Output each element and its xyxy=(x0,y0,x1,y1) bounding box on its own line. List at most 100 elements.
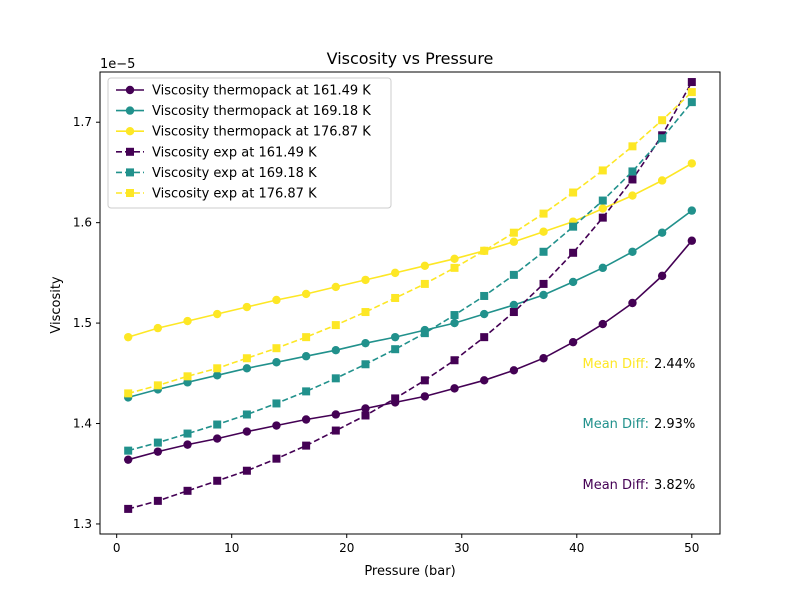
data-point-square xyxy=(509,308,518,317)
data-point-square xyxy=(153,438,162,447)
y-offset-label: 1e−5 xyxy=(100,57,135,72)
data-point-square xyxy=(687,88,696,97)
data-point-circle xyxy=(539,290,548,300)
data-point-square xyxy=(420,329,429,338)
data-point-square xyxy=(272,454,281,463)
legend-label: Viscosity exp at 169.18 K xyxy=(152,166,317,181)
data-point-circle xyxy=(183,316,192,326)
data-point-circle xyxy=(301,415,311,424)
chart-title: Viscosity vs Pressure xyxy=(327,49,494,68)
mean-diff-label: Mean Diff: xyxy=(582,357,649,372)
y-tick-label: 1.5 xyxy=(73,316,92,330)
data-point-square xyxy=(361,360,370,369)
data-point-square xyxy=(124,389,133,398)
mean-diff-label: Mean Diff: xyxy=(582,417,649,432)
data-point-square xyxy=(302,441,311,450)
data-point-square xyxy=(450,311,459,320)
data-point-square xyxy=(569,222,578,231)
data-point-square xyxy=(302,333,311,342)
legend-marker-square xyxy=(126,168,134,177)
mean-diff-value: 2.44% xyxy=(654,357,695,372)
x-tick-label: 0 xyxy=(113,541,121,555)
data-point-circle xyxy=(628,298,637,308)
data-point-circle xyxy=(657,271,667,281)
data-point-circle xyxy=(213,371,222,380)
data-point-circle xyxy=(628,247,637,256)
data-point-circle xyxy=(450,384,459,393)
data-point-circle xyxy=(361,338,370,348)
data-point-circle xyxy=(242,364,252,373)
data-point-square xyxy=(242,354,251,363)
data-point-square xyxy=(272,399,281,408)
data-point-circle xyxy=(687,206,697,215)
data-point-circle xyxy=(628,191,637,200)
x-tick-label: 40 xyxy=(569,541,584,555)
data-point-circle xyxy=(420,392,430,401)
data-point-square xyxy=(420,376,429,385)
data-point-circle xyxy=(539,227,548,236)
legend-marker-circle xyxy=(125,106,135,115)
data-point-square xyxy=(480,291,489,300)
data-point-square xyxy=(183,429,192,438)
axes-frame xyxy=(99,71,721,535)
data-point-square xyxy=(183,486,192,495)
data-point-circle xyxy=(301,289,311,299)
data-point-square xyxy=(302,387,311,396)
data-point-circle xyxy=(183,440,192,449)
data-point-square xyxy=(569,188,578,197)
data-point-square xyxy=(391,394,400,403)
data-point-square xyxy=(539,209,548,218)
data-point-circle xyxy=(479,309,489,319)
data-point-circle xyxy=(331,346,341,355)
data-point-circle xyxy=(331,282,341,292)
series-line-4 xyxy=(127,81,693,510)
data-point-square xyxy=(450,356,459,365)
data-point-circle xyxy=(509,366,519,375)
series-line-5 xyxy=(127,101,693,452)
data-point-circle xyxy=(153,323,163,333)
data-point-square xyxy=(598,166,607,175)
data-point-square xyxy=(420,279,429,288)
data-point-circle xyxy=(598,319,607,329)
y-axis-label: Viscosity xyxy=(49,276,64,334)
data-point-circle xyxy=(301,352,311,361)
data-point-circle xyxy=(272,295,281,305)
data-point-circle xyxy=(213,309,222,319)
data-point-square xyxy=(391,293,400,302)
legend-label: Viscosity thermopack at 161.49 K xyxy=(152,84,371,99)
data-point-square xyxy=(213,476,222,485)
legend-marker-circle xyxy=(125,127,135,136)
legend-label: Viscosity exp at 176.87 K xyxy=(152,187,317,202)
data-point-square xyxy=(687,98,696,107)
y-tick-label: 1.4 xyxy=(73,417,92,431)
data-point-square xyxy=(213,420,222,429)
data-point-square xyxy=(480,333,489,342)
data-point-circle xyxy=(539,354,548,363)
series-line-2 xyxy=(127,209,693,399)
legend-marker-square xyxy=(126,147,134,156)
data-point-square xyxy=(391,345,400,354)
data-point-circle xyxy=(361,275,370,285)
data-point-square xyxy=(331,321,340,330)
data-point-square xyxy=(361,308,370,317)
data-point-circle xyxy=(123,332,133,342)
data-point-circle xyxy=(361,404,370,413)
data-point-square xyxy=(480,246,489,255)
x-tick-label: 30 xyxy=(454,541,469,555)
data-point-square xyxy=(242,466,251,475)
data-point-square xyxy=(124,446,133,455)
data-point-circle xyxy=(687,159,697,168)
legend-label: Viscosity exp at 161.49 K xyxy=(152,145,317,160)
legend-marker-square xyxy=(126,189,134,197)
data-point-square xyxy=(569,248,578,257)
data-point-circle xyxy=(390,332,400,342)
data-point-square xyxy=(628,167,637,176)
data-point-square xyxy=(242,410,251,419)
y-tick-label: 1.7 xyxy=(73,115,92,129)
y-tick-label: 1.3 xyxy=(73,517,92,531)
data-point-square xyxy=(509,270,518,279)
data-point-square xyxy=(539,279,548,288)
legend-box xyxy=(107,77,392,209)
data-point-square xyxy=(153,496,162,505)
